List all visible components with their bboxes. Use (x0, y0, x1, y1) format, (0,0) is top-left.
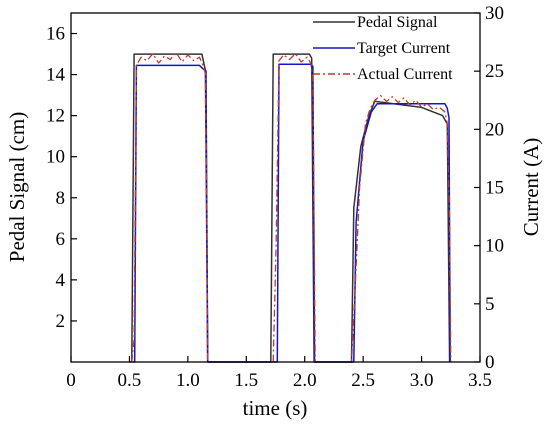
legend-label-pedal-signal: Pedal Signal (357, 14, 438, 31)
y2-tick-label: 5 (485, 294, 495, 315)
legend: Pedal Signal Target Current Actual Curre… (313, 14, 453, 83)
x-tick-label: 3.0 (410, 370, 434, 391)
x-tick-label: 0 (66, 370, 76, 391)
y2-tick-label: 15 (485, 178, 504, 199)
y2-axis-label: Current (A) (519, 138, 543, 237)
y-tick-label: 14 (46, 65, 66, 86)
y-tick-label: 8 (56, 188, 66, 209)
x-tick-label: 2.0 (293, 370, 317, 391)
y2-tick-label: 30 (485, 3, 504, 24)
series-line-target-current (132, 63, 451, 363)
y2-tick-label: 10 (485, 236, 504, 257)
y-axis-label: Pedal Signal (cm) (5, 112, 29, 262)
y2-tick-label: 0 (485, 352, 495, 373)
y-tick-label: 6 (56, 229, 66, 250)
y-tick-label: 4 (56, 270, 66, 291)
x-tick-label: 2.5 (351, 370, 375, 391)
x-tick-label: 3.5 (468, 370, 492, 391)
series-line-pedal-signal (129, 53, 451, 363)
x-tick-label: 0.5 (118, 370, 142, 391)
y-tick-label: 16 (46, 24, 65, 45)
y2-tick-label: 20 (485, 119, 504, 140)
y-tick-label: 12 (46, 106, 65, 127)
plot-lines (129, 51, 452, 363)
x-tick-label: 1.5 (234, 370, 258, 391)
y2-tick-label: 25 (485, 61, 504, 82)
series-line-actual-current (131, 51, 452, 363)
y-tick-label: 10 (46, 147, 65, 168)
axis-ticks: 0 0.5 1.0 1.5 2.0 2.5 3.0 3.5 2 4 6 8 10 12 14 16 0 5 10 15… (46, 3, 504, 391)
legend-label-actual-current: Actual Current (357, 66, 453, 83)
x-tick-label: 1.0 (176, 370, 200, 391)
y-tick-label: 2 (56, 311, 66, 332)
legend-label-target-current: Target Current (357, 40, 451, 57)
x-axis-label: time (s) (243, 396, 308, 420)
